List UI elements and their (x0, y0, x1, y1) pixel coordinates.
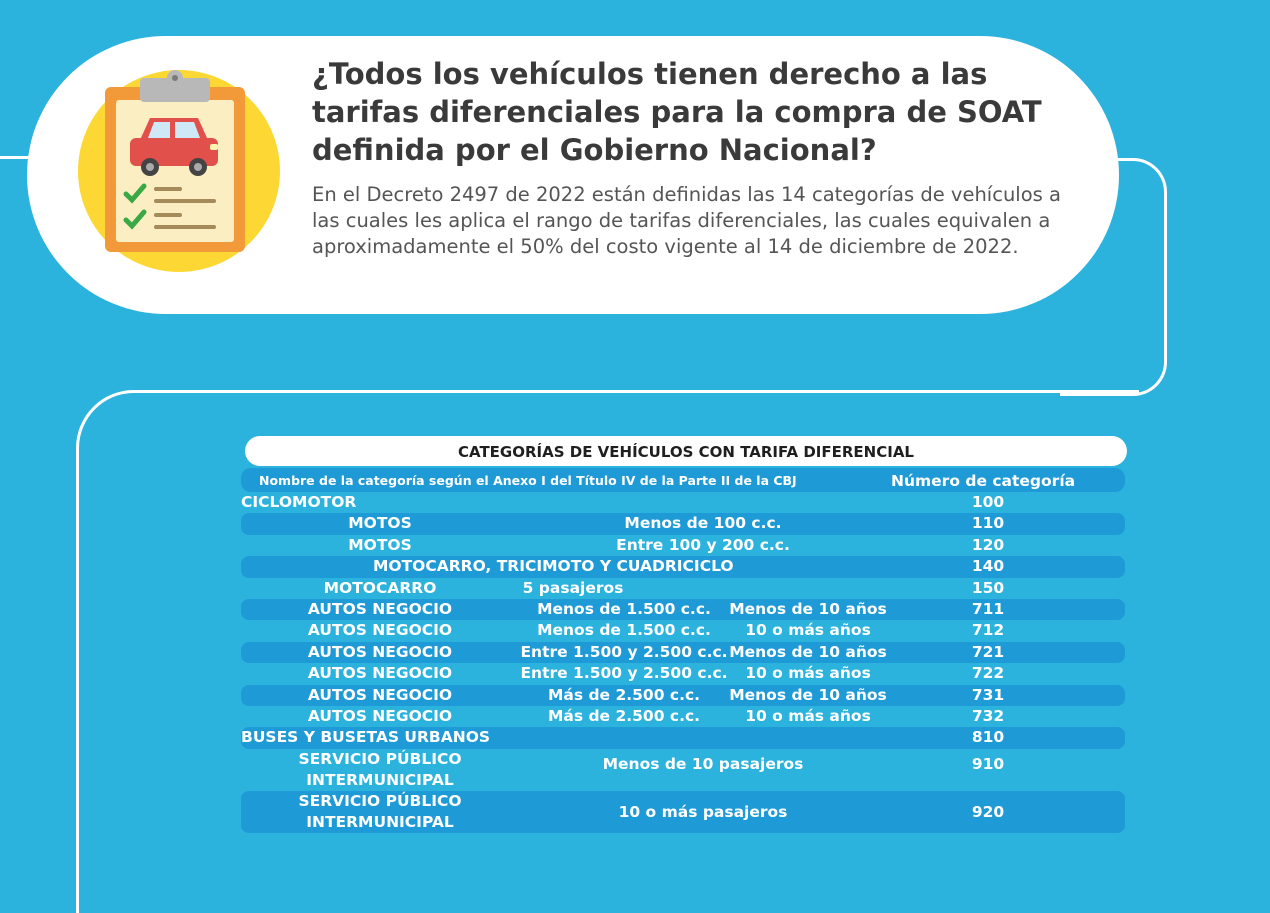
table-row: MOTOS Menos de 100 c.c. 110 (241, 513, 1125, 535)
category-age: Menos de 10 años (729, 599, 887, 618)
header-category-name: Nombre de la categoría según el Anexo I … (259, 473, 797, 488)
category-detail: Entre 100 y 200 c.c. (616, 535, 790, 554)
category-number: 712 (971, 621, 1005, 640)
table-title: CATEGORÍAS DE VEHÍCULOS CON TARIFA DIFER… (245, 436, 1127, 466)
category-name: MOTOCARRO, TRICIMOTO Y CUADRICICLO (373, 557, 734, 576)
category-name: AUTOS NEGOCIO (307, 685, 453, 704)
category-name-line1: SERVICIO PÚBLICO (298, 791, 462, 810)
category-name: AUTOS NEGOCIO (307, 621, 453, 640)
header-category-number: Número de categoría (891, 472, 1076, 490)
category-detail: Más de 2.500 c.c. (547, 685, 701, 704)
category-age: 10 o más años (745, 621, 871, 640)
table-row: MOTOCARRO, TRICIMOTO Y CUADRICICLO 140 (241, 556, 1125, 578)
table-row: AUTOS NEGOCIO Menos de 1.500 c.c. 10 o m… (241, 620, 1125, 641)
page-title: ¿Todos los vehículos tienen derecho a la… (312, 57, 1042, 167)
category-number: 110 (971, 514, 1005, 533)
category-name: SERVICIO PÚBLICO INTERMUNICIPAL (241, 791, 519, 833)
category-number: 711 (971, 599, 1005, 618)
category-detail: Menos de 10 pasajeros (602, 754, 804, 773)
category-name-line1: SERVICIO PÚBLICO (298, 749, 462, 768)
category-number: 731 (971, 685, 1005, 704)
category-name-line2: INTERMUNICIPAL (306, 812, 454, 831)
table-row: SERVICIO PÚBLICO INTERMUNICIPAL 10 o más… (241, 790, 1125, 833)
table-row: MOTOCARRO 5 pasajeros 150 (241, 578, 1125, 599)
table-row: AUTOS NEGOCIO Menos de 1.500 c.c. Menos … (241, 598, 1125, 621)
category-number: 140 (971, 557, 1005, 576)
category-name: MOTOS (348, 535, 412, 554)
category-age: Menos de 10 años (729, 685, 887, 704)
category-detail: Más de 2.500 c.c. (547, 706, 701, 725)
category-name: MOTOS (348, 514, 412, 533)
table-row: AUTOS NEGOCIO Entre 1.500 y 2.500 c.c. 1… (241, 663, 1125, 684)
category-name-line2: INTERMUNICIPAL (306, 770, 454, 789)
table-row: AUTOS NEGOCIO Más de 2.500 c.c. Menos de… (241, 684, 1125, 706)
category-number: 810 (971, 728, 1005, 747)
category-detail: Menos de 1.500 c.c. (537, 599, 711, 618)
category-detail: Entre 1.500 y 2.500 c.c. (520, 664, 728, 683)
category-number: 920 (971, 802, 1005, 821)
intro-paragraph: En el Decreto 2497 de 2022 están definid… (312, 183, 1061, 258)
category-age: 10 o más años (745, 664, 871, 683)
table-header: Nombre de la categoría según el Anexo I … (241, 468, 1125, 492)
category-number: 732 (971, 706, 1005, 725)
table-row: CICLOMOTOR 100 (241, 492, 1125, 513)
connector-line-bottom (76, 390, 1139, 913)
table-row: MOTOS Entre 100 y 200 c.c. 120 (241, 535, 1125, 556)
category-detail: Entre 1.500 y 2.500 c.c. (520, 642, 728, 661)
category-detail: 5 pasajeros (522, 578, 624, 597)
category-name: BUSES Y BUSETAS URBANOS (241, 728, 491, 747)
clipboard-car-checklist-icon (78, 70, 280, 272)
category-number: 100 (971, 493, 1005, 511)
category-name: MOTOCARRO (323, 578, 437, 597)
table-row: SERVICIO PÚBLICO INTERMUNICIPAL Menos de… (241, 749, 1125, 791)
category-name: AUTOS NEGOCIO (307, 706, 453, 725)
category-name: AUTOS NEGOCIO (307, 642, 453, 661)
category-number: 120 (971, 535, 1005, 554)
category-name: SERVICIO PÚBLICO INTERMUNICIPAL (241, 749, 519, 791)
table-row: AUTOS NEGOCIO Entre 1.500 y 2.500 c.c. M… (241, 641, 1125, 664)
category-name: CICLOMOTOR (241, 493, 357, 511)
category-detail: Menos de 100 c.c. (624, 514, 782, 533)
category-name: AUTOS NEGOCIO (307, 664, 453, 683)
category-age: Menos de 10 años (729, 642, 887, 661)
tariff-categories-table: CATEGORÍAS DE VEHÍCULOS CON TARIFA DIFER… (241, 436, 1129, 833)
connector-line-left (0, 156, 40, 159)
table-row: AUTOS NEGOCIO Más de 2.500 c.c. 10 o más… (241, 706, 1125, 727)
category-number: 910 (971, 754, 1005, 773)
category-number: 150 (971, 578, 1005, 597)
table-row: BUSES Y BUSETAS URBANOS 810 (241, 727, 1125, 749)
category-number: 722 (971, 664, 1005, 683)
category-age: 10 o más años (745, 706, 871, 725)
category-number: 721 (971, 642, 1005, 661)
category-detail: Menos de 1.500 c.c. (537, 621, 711, 640)
category-name: AUTOS NEGOCIO (307, 599, 453, 618)
category-detail: 10 o más pasajeros (618, 802, 788, 821)
